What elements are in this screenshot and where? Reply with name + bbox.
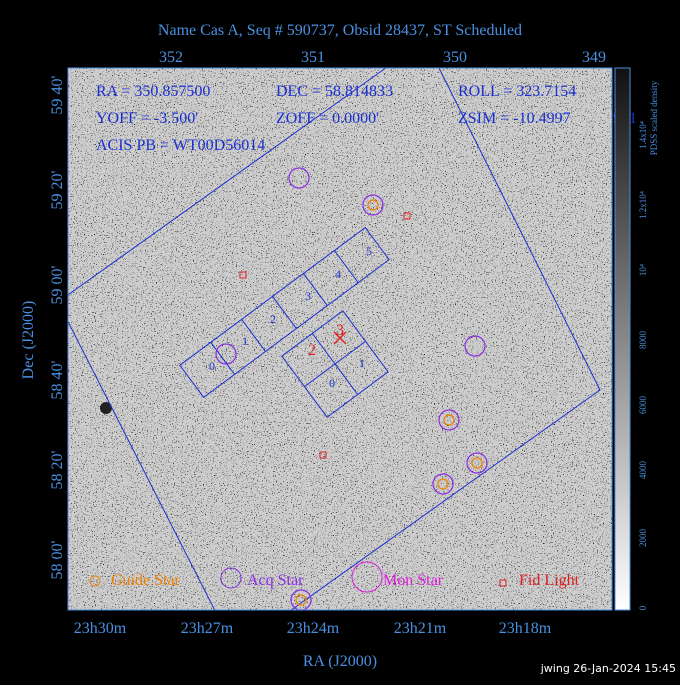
legend: Guide Star Acq Star Mon Star Fid Light xyxy=(89,561,580,593)
info-text: YOFF = -3.500' xyxy=(96,110,198,127)
info-text: DEC = 58.814833 xyxy=(276,83,393,100)
info-text: ZSIM = -10.4997 xyxy=(458,110,571,127)
aimpoint xyxy=(333,331,347,345)
cb-tick: 10⁴ xyxy=(638,264,648,276)
i-array xyxy=(281,310,389,418)
fov xyxy=(68,68,601,610)
tick: 59 00' xyxy=(49,265,66,304)
info: RA = 350.857500 DEC = 58.814833 ROLL = 3… xyxy=(96,83,576,154)
cb-tick: 2000 xyxy=(638,529,648,548)
chip-label: 0 xyxy=(209,359,215,373)
legend-label: Guide Star xyxy=(111,572,181,589)
bright-star xyxy=(100,402,112,414)
info-text: ROLL = 323.7154 xyxy=(458,83,576,100)
colorbar xyxy=(614,67,631,611)
tick: 58 40' xyxy=(49,360,66,399)
footer: jwing 26-Jan-2024 15:45 xyxy=(540,662,676,675)
legend-label: Mon Star xyxy=(383,572,444,589)
s-array xyxy=(179,226,390,399)
chip-label: 1 xyxy=(242,334,248,348)
info-text: ZOFF = 0.0000' xyxy=(276,110,379,127)
info-text: RA = 350.857500 xyxy=(96,83,210,100)
chip-label: 4 xyxy=(335,267,341,281)
chip-label: 2 xyxy=(308,342,316,359)
sky: 0 1 2 3 4 5 0 1 2 3 RA = 350.857500 DEC … xyxy=(68,68,612,610)
colorbar-ticks: 0 2000 4000 6000 8000 10⁴ 1.2x10⁴ 1.4x10… xyxy=(638,80,659,610)
tick: 23h24m xyxy=(287,620,340,637)
cb-tick: 6000 xyxy=(638,396,648,415)
cb-tick: 0 xyxy=(638,605,648,610)
cb-tick: 1.2x10⁴ xyxy=(638,191,648,219)
chip-label: 3 xyxy=(305,289,311,303)
info-text: ACIS PB = WT00D56014 xyxy=(96,137,265,154)
chip-label: 2 xyxy=(270,312,276,326)
axis-label: Dec (J2000) xyxy=(20,301,37,380)
cb-tick: 8000 xyxy=(638,331,648,350)
frame xyxy=(67,67,613,611)
tick: 23h18m xyxy=(499,620,552,637)
fid-lights xyxy=(239,212,411,459)
tick: 349 xyxy=(582,49,606,66)
tick: 23h30m xyxy=(74,620,127,637)
cb-tick: 1.4x10⁴ xyxy=(638,121,648,149)
tick: 59 20' xyxy=(49,170,66,209)
tick: 58 20' xyxy=(49,450,66,489)
tick: 58 00' xyxy=(49,540,66,579)
chip-label: 1 xyxy=(359,356,365,370)
tick: 23h27m xyxy=(181,620,234,637)
tick: 350 xyxy=(443,49,467,66)
title: Name Cas A, Seq # 590737, Obsid 28437, S… xyxy=(158,22,522,39)
legend-label: Fid Light xyxy=(519,572,580,589)
tick: 351 xyxy=(301,49,325,66)
bottom-ticks: 23h30m 23h27m 23h24m 23h21m 23h18m RA (J… xyxy=(74,620,552,670)
guide-stars xyxy=(295,199,483,606)
top-ticks: 352 351 350 349 xyxy=(159,49,606,66)
s-labels: 0 1 2 3 4 5 0 1 2 3 xyxy=(209,244,372,390)
cb-label: PDSS scaled density xyxy=(649,80,659,155)
tick: 59 40' xyxy=(49,75,66,114)
left-ticks: 59 40' 59 20' 59 00' 58 40' 58 20' 58 00… xyxy=(20,75,66,579)
acq-stars xyxy=(215,167,488,610)
chip-label: 0 xyxy=(329,376,335,390)
tick: 352 xyxy=(159,49,183,66)
chip-label: 5 xyxy=(366,244,372,258)
tick: 23h21m xyxy=(394,620,447,637)
legend-label: Acq Star xyxy=(247,572,304,589)
axis-label: RA (J2000) xyxy=(303,653,377,670)
cb-tick: 4000 xyxy=(638,461,648,480)
chip-label: 3 xyxy=(336,322,344,339)
